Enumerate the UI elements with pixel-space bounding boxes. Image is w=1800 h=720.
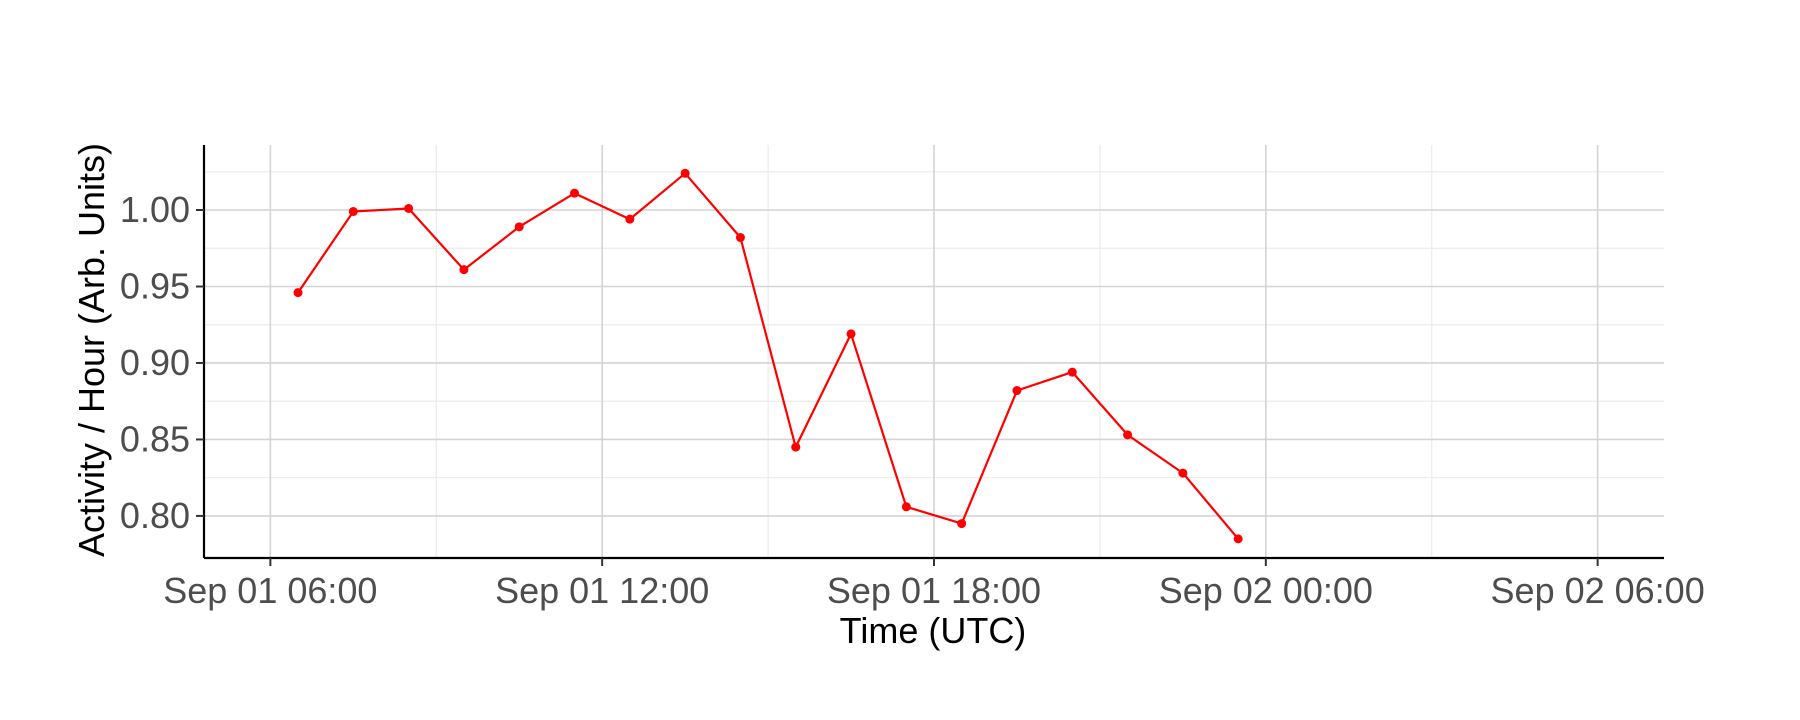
axes	[196, 145, 1664, 566]
x-tick-label: Sep 02 06:00	[1491, 570, 1705, 611]
data-point	[1233, 534, 1243, 544]
data-point	[791, 442, 801, 452]
data-point	[570, 188, 580, 198]
data-point	[1012, 386, 1022, 396]
x-axis-title: Time (UTC)	[840, 610, 1027, 651]
y-tick-label: 0.90	[120, 342, 190, 383]
x-tick-label: Sep 02 00:00	[1159, 570, 1373, 611]
data-point	[293, 288, 303, 298]
data-point	[1067, 367, 1077, 377]
x-tick-labels: Sep 01 06:00 Sep 01 12:00 Sep 01 18:00 Sep …	[163, 570, 1704, 611]
data-point	[514, 222, 524, 232]
data-series	[293, 168, 1243, 544]
data-point	[625, 214, 635, 224]
y-axis-title: Activity / Hour (Arb. Units)	[71, 143, 112, 557]
data-point	[348, 207, 358, 217]
x-tick-label: Sep 01 18:00	[827, 570, 1041, 611]
data-point	[957, 519, 967, 529]
data-point	[459, 265, 469, 275]
y-tick-label: 1.00	[120, 189, 190, 230]
y-tick-label: 0.85	[120, 418, 190, 459]
x-tick-label: Sep 01 06:00	[163, 570, 377, 611]
y-tick-label: 0.80	[120, 495, 190, 536]
y-tick-label: 0.95	[120, 265, 190, 306]
data-point	[404, 203, 414, 213]
y-tick-labels: 0.80 0.85 0.90 0.95 1.00	[120, 189, 190, 536]
x-tick-label: Sep 01 12:00	[495, 570, 709, 611]
data-point	[1178, 468, 1188, 478]
data-point	[1123, 430, 1133, 440]
series-line	[297, 172, 1240, 540]
data-point	[680, 168, 690, 178]
data-point	[846, 329, 856, 339]
data-point	[735, 233, 745, 243]
data-point	[901, 502, 911, 512]
major-grid	[204, 145, 1664, 558]
